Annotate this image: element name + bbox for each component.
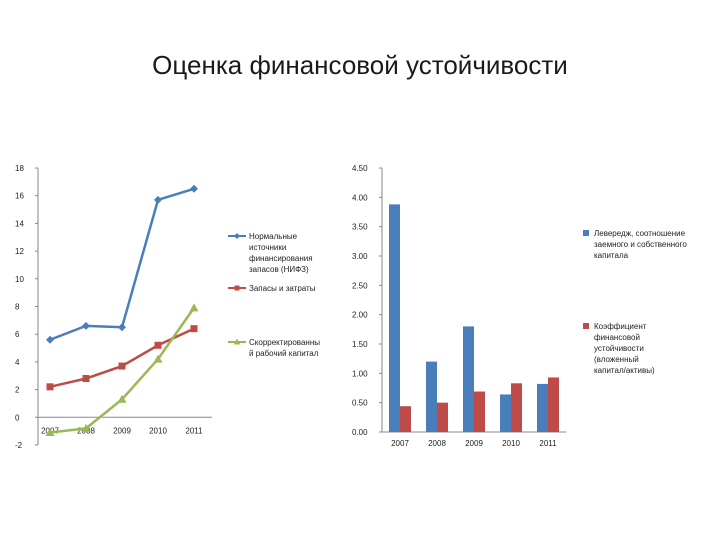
legend-label: финансовой: [594, 333, 640, 342]
bar: [463, 326, 474, 432]
legend-marker: [234, 285, 240, 291]
data-point: [117, 394, 127, 403]
legend-label: капитал/активы): [594, 366, 655, 375]
bar: [548, 377, 559, 432]
legend-label: Левередж, соотношение: [594, 229, 686, 238]
y-tick-label: 16: [15, 192, 24, 201]
bar: [437, 402, 448, 432]
x-tick-label: 2011: [539, 439, 557, 448]
y-tick-label: 4.50: [352, 164, 368, 173]
legend-marker: [233, 338, 241, 345]
y-tick-label: 1.50: [352, 340, 368, 349]
bar: [389, 204, 400, 432]
data-point: [190, 325, 198, 333]
slide-title: Оценка финансовой устойчивости: [152, 50, 568, 80]
y-tick-label: 4: [15, 358, 20, 367]
x-tick-label: 2010: [502, 439, 520, 448]
data-point: [154, 195, 162, 204]
legend-label: капитала: [594, 251, 629, 260]
data-point: [46, 383, 54, 391]
legend-label: Нормальные: [249, 232, 298, 241]
y-tick-label: 3.00: [352, 252, 368, 261]
y-tick-label: 0.50: [352, 399, 368, 408]
legend-label: запасов (НИФЗ): [249, 265, 309, 274]
bar: [537, 383, 548, 432]
y-tick-label: 14: [15, 219, 24, 228]
data-point: [154, 341, 162, 349]
data-point: [82, 375, 90, 383]
y-tick-label: 2.50: [352, 281, 368, 290]
y-tick-label: 0.00: [352, 428, 368, 437]
x-tick-label: 2007: [391, 439, 409, 448]
y-tick-label: 1.00: [352, 369, 368, 378]
y-tick-label: -2: [15, 441, 23, 450]
data-point: [190, 184, 198, 193]
legend-label: Скорректированны: [249, 338, 320, 347]
legend-label: (вложенный: [594, 355, 639, 364]
legend-swatch: [583, 230, 589, 236]
bar: [400, 406, 411, 432]
bar: [511, 383, 522, 432]
x-tick-label: 2010: [149, 426, 167, 435]
legend-label: устойчивости: [594, 344, 644, 353]
y-tick-label: 12: [15, 247, 24, 256]
bar: [474, 391, 485, 432]
y-tick-label: 8: [15, 303, 20, 312]
data-point: [189, 303, 199, 312]
legend-label: Коэффициент: [594, 322, 647, 331]
data-point: [45, 428, 55, 437]
x-tick-label: 2011: [185, 426, 203, 435]
bar: [500, 394, 511, 432]
data-point: [118, 323, 126, 332]
legend-label: Запасы и затраты: [249, 284, 316, 293]
y-tick-label: 2.00: [352, 311, 368, 320]
x-tick-label: 2009: [113, 426, 131, 435]
y-tick-label: 18: [15, 164, 24, 173]
legend-marker: [234, 233, 240, 239]
legend-swatch: [583, 323, 589, 329]
data-point: [81, 423, 91, 432]
y-tick-label: 4.00: [352, 193, 368, 202]
x-tick-label: 2009: [465, 439, 483, 448]
legend-label: й рабочий капитал: [249, 349, 319, 358]
y-tick-label: 10: [15, 275, 24, 284]
x-tick-label: 2008: [428, 439, 446, 448]
data-point: [153, 354, 163, 363]
data-point: [82, 321, 90, 330]
data-point: [46, 335, 54, 344]
y-tick-label: 2: [15, 386, 20, 395]
data-point: [118, 362, 126, 370]
legend-label: финансирования: [249, 254, 313, 263]
y-tick-label: 0: [15, 413, 20, 422]
legend-label: источники: [249, 243, 286, 252]
y-tick-label: 3.50: [352, 223, 368, 232]
legend-label: заемного и собственного: [594, 240, 687, 249]
y-tick-label: 6: [15, 330, 20, 339]
bar: [426, 361, 437, 432]
